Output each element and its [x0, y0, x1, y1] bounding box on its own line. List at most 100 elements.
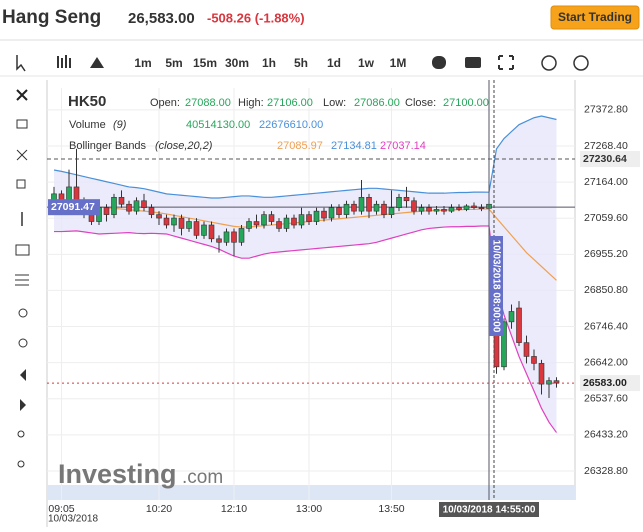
candle-body: [471, 205, 477, 208]
candle-body: [276, 221, 282, 229]
legend: HK50 Volume (9) 40514130.00 22676610.00 …: [68, 93, 489, 152]
candle-body: [133, 200, 140, 212]
x-tick-label: 13:50: [378, 503, 404, 515]
fullscreen-icon[interactable]: [498, 55, 514, 70]
candle-body: [403, 197, 410, 202]
tool-icon[interactable]: [18, 308, 28, 318]
interval-button[interactable]: 5m: [165, 56, 182, 70]
tool-icon[interactable]: [17, 460, 25, 468]
ohlc-label: Close:: [405, 97, 436, 109]
candle-body: [298, 214, 305, 226]
candle-body: [246, 221, 252, 229]
tool-icon[interactable]: [16, 179, 26, 189]
bollinger-value: 27037.14: [380, 140, 426, 152]
candle-body: [411, 200, 417, 212]
candle-body: [523, 342, 530, 357]
candle-body: [388, 207, 395, 215]
bollinger-value: 27085.97: [277, 140, 323, 152]
crosshair-x-label: 10/03/2018 14:55:00: [443, 505, 536, 516]
last-price: 26,583.00: [128, 10, 195, 27]
settings-icon[interactable]: [432, 56, 446, 69]
drawing-tools: [15, 89, 30, 468]
candle-body: [141, 200, 147, 208]
tool-icon[interactable]: [17, 430, 25, 438]
interval-button[interactable]: 15m: [193, 56, 217, 70]
band-line: [53, 115, 557, 199]
candle-body: [426, 207, 432, 212]
tool-icon[interactable]: [16, 89, 28, 101]
candle-body: [366, 197, 372, 212]
interval-button[interactable]: 1m: [134, 56, 151, 70]
x-tick-label: 12:10: [221, 503, 247, 515]
download-icon[interactable]: [541, 55, 557, 71]
candle-body: [186, 221, 192, 229]
volume-value: 22676610.00: [259, 119, 323, 131]
interval-button[interactable]: 1h: [262, 56, 276, 70]
candle-body: [148, 207, 155, 215]
tool-icon[interactable]: [16, 149, 28, 161]
candle-body: [351, 203, 357, 212]
tool-icon[interactable]: [20, 399, 26, 411]
candle-body: [313, 210, 320, 222]
ohlc-value: 27106.00: [267, 97, 313, 109]
interval-button[interactable]: 1M: [390, 56, 407, 70]
ohlc-value: 27100.00: [443, 97, 489, 109]
candle-body: [208, 224, 215, 240]
candle-body: [253, 221, 260, 226]
tool-icon[interactable]: [20, 369, 26, 381]
logo-suffix: .com: [182, 467, 223, 488]
interval-button[interactable]: 1d: [327, 56, 341, 70]
y-tick-label: 26537.60: [584, 393, 628, 405]
candle-body: [291, 217, 297, 226]
candle-body: [448, 207, 455, 212]
candle-body: [531, 356, 537, 364]
candle-body: [396, 197, 402, 208]
toolbar: 1m 5m 15m 30m 1h 5h 1d 1w 1M: [16, 55, 589, 72]
plot: [47, 80, 575, 500]
y-tick-label: 27268.40: [584, 140, 628, 152]
tool-icon[interactable]: [18, 338, 28, 348]
symbol: HK50: [68, 93, 106, 110]
candle-body: [178, 217, 185, 229]
price-tag: [580, 151, 640, 168]
candle-body: [478, 207, 485, 209]
upload-icon[interactable]: [573, 55, 589, 71]
tool-icon[interactable]: [15, 274, 29, 286]
y-tick-label: 27164.00: [584, 176, 628, 188]
interval-button[interactable]: 1w: [358, 56, 375, 70]
candle-body: [328, 207, 335, 219]
price-tag: [580, 375, 640, 392]
start-trading-button[interactable]: [550, 5, 640, 30]
tool-icon[interactable]: [16, 119, 28, 129]
tool-icon[interactable]: [15, 244, 30, 256]
candle-body: [283, 217, 290, 229]
candle-body: [336, 207, 342, 215]
volume-label: Volume: [69, 119, 106, 131]
y-tick-label: 26433.20: [584, 429, 628, 441]
cursor-icon[interactable]: [16, 55, 26, 72]
y-tick-label: 26955.20: [584, 248, 628, 260]
camera-icon[interactable]: [465, 57, 481, 68]
candle-body: [343, 203, 350, 215]
interval-button[interactable]: 30m: [225, 56, 249, 70]
volume-strip: [47, 485, 575, 500]
price-tag-label: 27091.47: [51, 201, 95, 213]
candle-body: [103, 207, 110, 215]
start-trading-label[interactable]: Start Trading: [558, 10, 632, 24]
price-tag-label: 26583.00: [583, 377, 627, 389]
price-tag-label: 27230.64: [583, 153, 627, 165]
bollinger-value: 27134.81: [331, 140, 377, 152]
instrument-name: Hang Seng: [2, 7, 101, 28]
event-label-box: [489, 236, 503, 336]
candle-body: [201, 224, 207, 236]
y-tick-label: 26746.40: [584, 320, 628, 332]
candle-body: [381, 203, 387, 215]
candles-icon[interactable]: [57, 55, 71, 68]
interval-button[interactable]: 5h: [294, 56, 308, 70]
price-change: -508.26 (-1.88%): [207, 10, 305, 25]
area-icon[interactable]: [90, 57, 104, 68]
ohlc-label: Open:: [150, 97, 180, 109]
candle-body: [553, 380, 560, 384]
volume-value: 40514130.00: [186, 119, 250, 131]
candle-body: [306, 214, 312, 222]
